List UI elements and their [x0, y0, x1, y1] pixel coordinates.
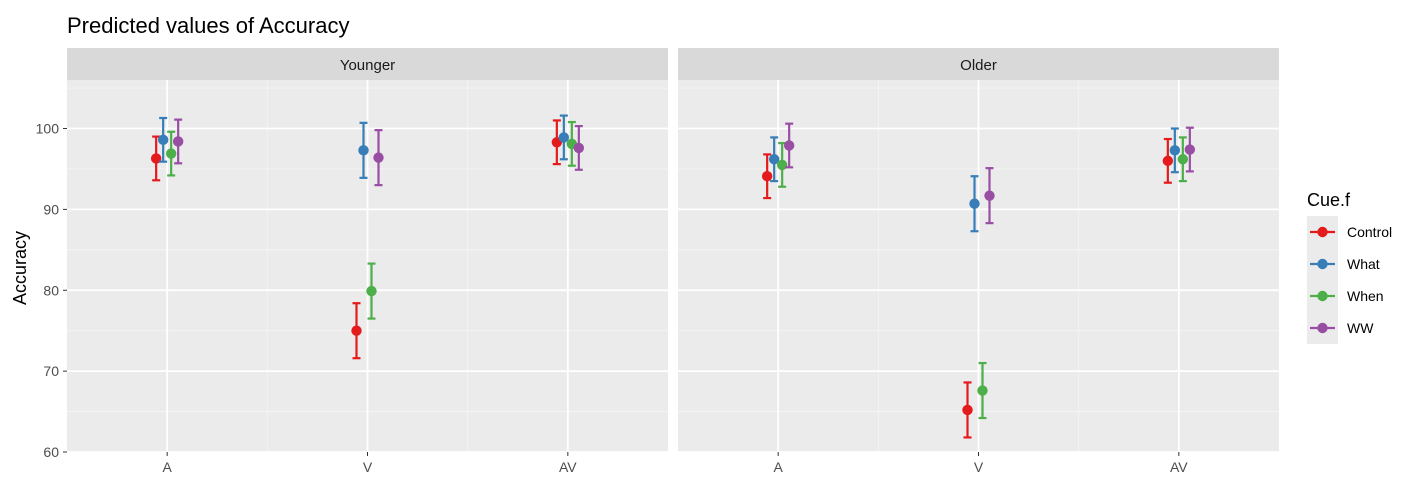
- x-tick-label: A: [162, 459, 172, 475]
- data-point: [351, 325, 362, 336]
- series-when-older: [776, 136, 1189, 420]
- legend-key-point: [1317, 226, 1328, 238]
- data-point: [573, 142, 585, 154]
- data-point: [373, 152, 384, 163]
- data-point: [150, 153, 162, 164]
- legend-label: What: [1347, 256, 1380, 272]
- legend-item-control: Control: [1307, 216, 1392, 248]
- y-axis-title: Accuracy: [10, 231, 30, 305]
- x-tick-label: AV: [1170, 459, 1188, 475]
- data-point: [172, 136, 184, 147]
- data-point: [761, 171, 773, 182]
- facet-strip: [67, 48, 668, 80]
- data-point: [783, 140, 795, 151]
- legend-key-point: [1317, 322, 1328, 334]
- legend-label: WW: [1347, 320, 1374, 336]
- y-tick-label: 100: [36, 121, 60, 137]
- legend-key-point: [1317, 290, 1328, 302]
- legend-item-ww: WW: [1307, 312, 1374, 344]
- data-point: [962, 404, 973, 416]
- legend-label: When: [1347, 288, 1384, 304]
- data-point: [165, 148, 177, 159]
- facet-strip-label: Older: [960, 57, 997, 74]
- data-point: [1177, 154, 1189, 165]
- series-what-older: [768, 127, 1181, 233]
- y-tick-label: 60: [43, 444, 59, 460]
- data-point: [366, 285, 377, 297]
- facet-strip: [678, 48, 1279, 80]
- x-tick-label: A: [773, 459, 783, 475]
- data-point: [984, 190, 995, 201]
- data-point: [1162, 155, 1174, 167]
- legend-item-what: What: [1307, 248, 1380, 280]
- data-point: [969, 198, 980, 209]
- legend-item-when: When: [1307, 280, 1384, 312]
- data-point: [358, 145, 369, 156]
- data-point: [1184, 144, 1196, 155]
- x-tick-label: AV: [559, 459, 577, 475]
- series-control-younger: [150, 119, 563, 360]
- facet-strip-label: Younger: [340, 57, 395, 74]
- y-tick-label: 70: [43, 363, 59, 379]
- data-point: [157, 134, 169, 146]
- y-tick-label: 90: [43, 201, 59, 217]
- y-tick-label: 80: [43, 282, 59, 298]
- series-when-younger: [165, 120, 578, 320]
- legend-key-point: [1317, 258, 1328, 270]
- x-tick-label: V: [974, 459, 984, 475]
- data-point: [558, 132, 570, 143]
- series-ww-older: [783, 122, 1196, 225]
- data-point: [977, 385, 988, 396]
- series-ww-younger: [172, 118, 585, 187]
- chart-title: Predicted values of Accuracy: [67, 13, 349, 38]
- legend-title: Cue.f: [1307, 190, 1351, 210]
- legend-label: Control: [1347, 224, 1392, 240]
- data-point: [768, 154, 780, 165]
- x-tick-label: V: [363, 459, 373, 475]
- series-what-younger: [157, 114, 570, 179]
- legend: Cue.f Control What When WW: [1307, 190, 1392, 344]
- data-point: [776, 159, 788, 171]
- data-point: [1169, 145, 1181, 156]
- series-control-older: [761, 137, 1174, 439]
